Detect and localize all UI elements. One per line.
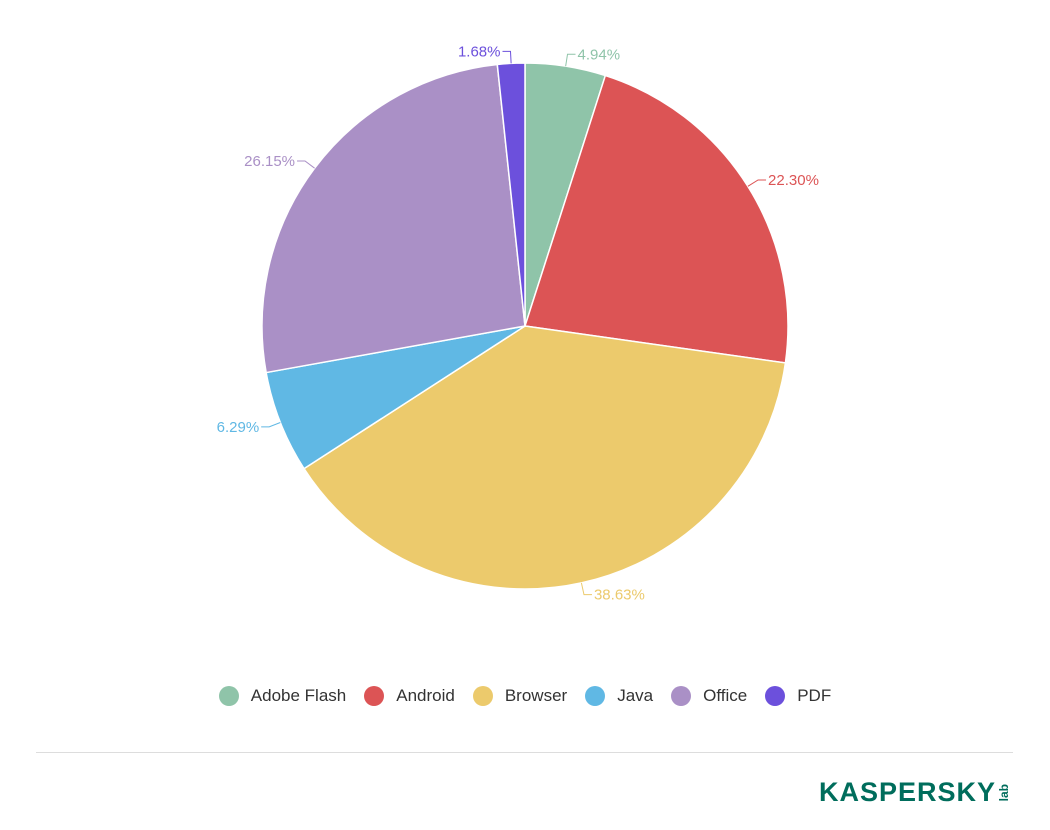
- data-label-adobe-flash: 4.94%: [578, 46, 621, 63]
- data-label-android: 22.30%: [768, 172, 819, 189]
- legend-label: Adobe Flash: [250, 686, 347, 705]
- label-leader-browser: [580, 582, 592, 596]
- data-label-java: 6.29%: [217, 419, 260, 436]
- legend-item-pdf: PDF: [765, 686, 831, 706]
- data-label-pdf: 1.68%: [458, 43, 501, 60]
- chart-legend: Adobe Flash Android Browser Java Office PDF: [0, 686, 1050, 706]
- logo-wordmark: KASPERSKY: [818, 777, 996, 807]
- legend-item-browser: Browser: [472, 686, 568, 706]
- legend-swatch: [218, 686, 239, 706]
- legend-label: Java: [617, 686, 654, 705]
- data-label-browser: 38.63%: [594, 587, 645, 604]
- label-leader-adobe-flash: [565, 53, 576, 67]
- pie-slice-office: [261, 63, 526, 374]
- data-label-office: 26.15%: [244, 153, 295, 170]
- legend-swatch: [765, 686, 786, 706]
- legend-swatch: [472, 686, 493, 706]
- logo-lab-mark: lab: [997, 783, 1011, 802]
- label-leader-office: [297, 160, 315, 169]
- legend-swatch: [671, 686, 692, 706]
- legend-item-adobe-flash: Adobe Flash: [218, 686, 347, 706]
- pie-slice-android: [524, 74, 789, 364]
- label-leader-pdf: [502, 50, 512, 64]
- pie-chart-svg: 4.94% 22.30% 38.63% 6.29% 26.15% 1.68%: [217, 43, 819, 604]
- legend-label: Android: [396, 686, 455, 705]
- legend-label: Office: [703, 686, 748, 705]
- label-leader-java: [261, 422, 281, 428]
- legend-item-android: Android: [364, 686, 455, 706]
- legend-item-office: Office: [671, 686, 747, 706]
- footer-divider: [36, 752, 1013, 753]
- kaspersky-logo: KASPERSKY lab: [818, 777, 1011, 808]
- legend-swatch: [364, 686, 385, 706]
- pie-chart: 4.94% 22.30% 38.63% 6.29% 26.15% 1.68%: [217, 43, 819, 604]
- label-leader-android: [747, 179, 767, 187]
- pie-slice-pdf: [496, 62, 526, 327]
- legend-label: PDF: [797, 686, 832, 705]
- legend-item-java: Java: [585, 686, 653, 706]
- legend-label: Browser: [504, 686, 568, 705]
- legend-swatch: [585, 686, 606, 706]
